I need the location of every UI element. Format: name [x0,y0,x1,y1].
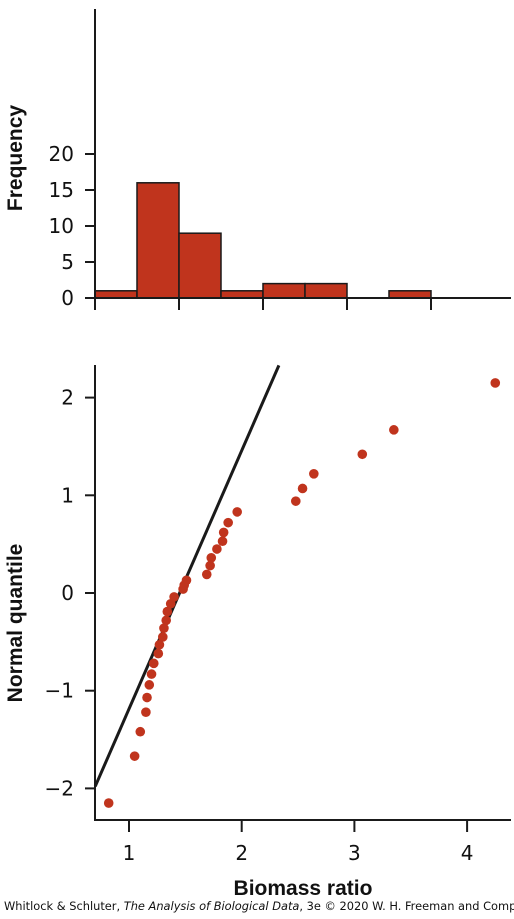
qq-point [181,575,192,586]
qq-point [154,639,165,650]
histogram-y-axis-title: Frequency [4,105,27,212]
qq-point [129,751,140,761]
histogram-bars [94,182,432,299]
histogram-y-tick-label: 5 [61,250,74,274]
qq-point [158,632,168,642]
qq-x-ticks: 1 2 3 4 [123,820,474,865]
qq-point [135,726,146,737]
histogram-bar [136,182,180,299]
qq-y-tick-label: 1 [61,483,74,507]
qq-points [103,378,501,808]
figure-credit: Whitlock & Schluter, The Analysis of Bio… [4,899,514,913]
histogram-panel: 0 5 10 15 20 Frequency [4,9,511,310]
histogram-y-tick-label: 15 [49,178,74,202]
qq-point [153,648,164,659]
qq-point [169,592,179,602]
qq-point [290,496,301,506]
qq-y-tick-label: 0 [61,581,74,605]
qq-x-tick-label: 3 [348,841,361,865]
qq-point [212,544,222,554]
histogram-bar [304,282,348,299]
qq-y-axis-title: Normal quantile [4,544,27,703]
qq-x-axis-title: Biomass ratio [234,877,373,900]
histogram-y-tick-label: 0 [61,286,74,310]
qq-x-tick-label: 4 [461,841,474,865]
qq-y-tick-label: 2 [61,386,74,410]
histogram-bar [388,290,432,299]
qq-point [142,692,152,703]
histogram-y-ticks: 0 5 10 15 20 [49,142,95,310]
histogram-y-tick-label: 20 [49,142,74,166]
qq-point [490,378,501,388]
qq-y-tick-label: −2 [45,776,74,800]
histogram-bar [94,290,138,299]
qq-point [357,449,368,460]
qq-point [162,606,173,617]
qq-point [144,680,155,690]
qq-point [141,707,151,717]
credit-authors: Whitlock & Schluter, [4,899,124,913]
qq-y-tick-label: −1 [45,679,74,703]
qq-plot-panel: −2 −1 0 1 2 1 2 3 4 Normal quantile Biomass rat… [4,364,511,900]
qq-point [159,623,169,633]
qq-x-tick-label: 1 [123,841,136,865]
qq-point [217,536,228,547]
credit-publisher: , 3e © 2020 W. H. Freeman and Company [299,899,514,913]
qq-point [389,425,399,435]
qq-point [218,527,229,538]
histogram-bar [220,290,264,299]
qq-point [297,483,308,494]
qq-point [223,517,233,528]
qq-point [148,658,159,669]
histogram-x-ticks [94,298,432,310]
qq-point [232,507,242,517]
histogram-bar [178,232,222,299]
qq-point [206,553,217,563]
credit-book-title: The Analysis of Biological Data [123,899,300,913]
qq-x-tick-label: 2 [235,841,248,865]
histogram-bar [262,282,306,299]
qq-point [205,560,215,571]
histogram-y-tick-label: 10 [49,214,74,238]
qq-point [309,469,319,479]
qq-point [161,615,171,626]
qq-point [103,798,114,808]
qq-point [201,569,212,580]
qq-y-ticks: −2 −1 0 1 2 [45,386,95,800]
qq-point [146,669,157,679]
